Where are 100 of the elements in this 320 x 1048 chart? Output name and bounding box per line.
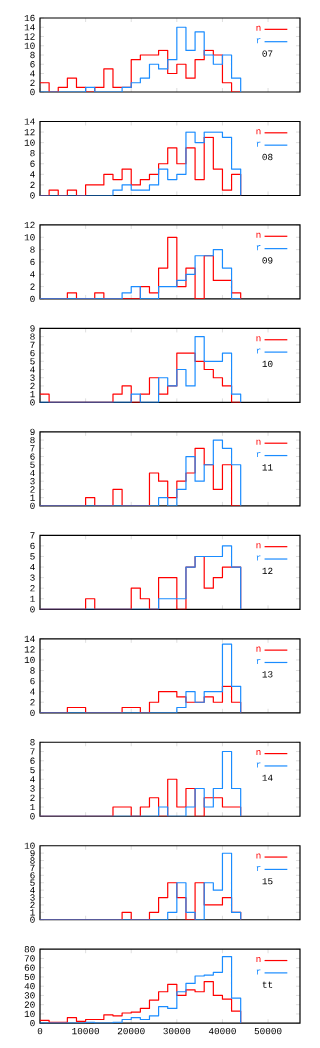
y-tick-label: 7 <box>30 864 35 871</box>
y-tick-label: 8 <box>30 246 35 253</box>
y-tick-label: 8 <box>30 436 35 444</box>
y-tick-label: 10 <box>24 656 35 664</box>
y-tick-label: 7 <box>30 532 35 539</box>
y-tick-label: 2 <box>30 382 35 390</box>
y-tick-label: 1 <box>30 909 35 916</box>
y-tick-label: 5 <box>30 461 35 468</box>
legend-label: n <box>256 750 261 756</box>
y-tick-label: 10 <box>24 139 35 146</box>
y-tick-label: 12 <box>24 646 35 653</box>
legend-label: r <box>256 38 261 44</box>
legend-label: n <box>256 957 261 963</box>
y-tick-label: 9 <box>30 325 35 332</box>
y-tick-label: 0 <box>30 502 35 510</box>
y-tick-label: 7 <box>30 748 35 755</box>
y-tick-label: 5 <box>30 358 35 365</box>
y-tick-label: 6 <box>30 453 35 460</box>
y-tick-label: 0 <box>30 399 35 406</box>
annotation: 14 <box>262 774 273 781</box>
y-tick-label: 4 <box>30 776 35 783</box>
annotation: tt <box>262 981 273 988</box>
y-tick-label: 3 <box>30 374 35 381</box>
legend-label: n <box>256 646 261 652</box>
y-tick-label: 8 <box>30 333 35 340</box>
y-tick-label: 2 <box>30 181 35 189</box>
y-tick-label: 0 <box>30 295 35 303</box>
y-tick-label: 6 <box>30 349 35 357</box>
y-tick-label: 3 <box>30 785 35 792</box>
legend-label: r <box>256 658 261 664</box>
y-tick-label: 0 <box>30 813 35 820</box>
y-tick-label: 12 <box>24 33 35 40</box>
y-tick-label: 4 <box>30 563 35 571</box>
legend-label: r <box>256 452 261 458</box>
y-tick-label: 2 <box>30 794 35 801</box>
y-tick-label: 10 <box>24 234 35 241</box>
x-tick-label: 30000 <box>163 1027 191 1035</box>
y-tick-label: 50 <box>24 973 35 981</box>
y-tick-label: 5 <box>30 766 35 774</box>
y-tick-label: 80 <box>24 946 35 953</box>
y-tick-label: 4 <box>30 366 35 373</box>
y-tick-label: 0 <box>30 709 35 716</box>
legend-label: n <box>256 232 261 238</box>
y-tick-label: 1 <box>30 494 35 501</box>
annotation: 10 <box>262 360 273 368</box>
y-tick-label: 7 <box>30 445 35 452</box>
y-tick-label: 10 <box>24 42 35 49</box>
legend-label: r <box>256 141 261 147</box>
annotation: 15 <box>262 878 273 885</box>
y-tick-label: 20 <box>24 1001 35 1008</box>
y-tick-label: 2 <box>30 901 35 909</box>
y-tick-label: 6 <box>30 872 35 879</box>
y-tick-label: 8 <box>30 150 35 157</box>
y-tick-label: 9 <box>30 428 35 436</box>
x-tick-label: 50000 <box>254 1027 282 1035</box>
y-tick-label: 40 <box>24 983 35 990</box>
y-tick-label: 1 <box>30 803 35 811</box>
y-tick-label: 8 <box>30 667 35 674</box>
y-tick-label: 6 <box>30 160 35 167</box>
y-tick-label: 0 <box>30 88 35 96</box>
annotation: 09 <box>262 257 273 264</box>
y-tick-label: 6 <box>30 757 35 764</box>
legend-label: n <box>256 543 261 549</box>
legend-label: n <box>256 336 261 342</box>
y-tick-label: 10 <box>24 842 35 849</box>
y-tick-label: 4 <box>30 271 35 278</box>
y-tick-label: 16 <box>24 14 35 22</box>
x-tick-label: 0 <box>37 1027 43 1035</box>
legend-label: n <box>256 129 261 135</box>
y-tick-label: 1 <box>30 391 35 398</box>
y-tick-label: 8 <box>30 51 35 59</box>
legend-label: r <box>256 555 261 561</box>
legend-label: r <box>256 969 261 975</box>
y-tick-label: 0 <box>30 1020 35 1027</box>
y-tick-label: 3 <box>30 478 35 485</box>
x-tick-label: 20000 <box>117 1027 145 1035</box>
y-tick-label: 4 <box>30 887 35 894</box>
y-tick-label: 6 <box>30 61 35 68</box>
y-tick-label: 2 <box>30 79 35 86</box>
y-tick-label: 14 <box>24 118 35 125</box>
legend-label: n <box>256 439 261 445</box>
y-tick-label: 4 <box>30 171 35 178</box>
y-tick-label: 0 <box>30 606 35 613</box>
y-tick-label: 12 <box>24 221 35 229</box>
legend-label: r <box>256 245 261 251</box>
y-tick-label: 4 <box>30 70 35 77</box>
x-tick-label: 40000 <box>208 1027 236 1035</box>
annotation: 11 <box>262 464 273 471</box>
y-tick-label: 9 <box>30 849 35 857</box>
y-tick-label: 1 <box>30 595 35 602</box>
y-tick-label: 8 <box>30 739 35 746</box>
y-tick-label: 30 <box>24 992 35 999</box>
y-tick-label: 6 <box>30 542 35 550</box>
y-tick-label: 12 <box>24 128 35 136</box>
annotation: 07 <box>262 50 273 57</box>
annotation: 13 <box>262 671 273 678</box>
y-tick-label: 8 <box>30 857 35 864</box>
y-tick-label: 10 <box>24 1010 35 1018</box>
annotation: 12 <box>262 567 273 574</box>
y-tick-label: 4 <box>30 688 35 695</box>
